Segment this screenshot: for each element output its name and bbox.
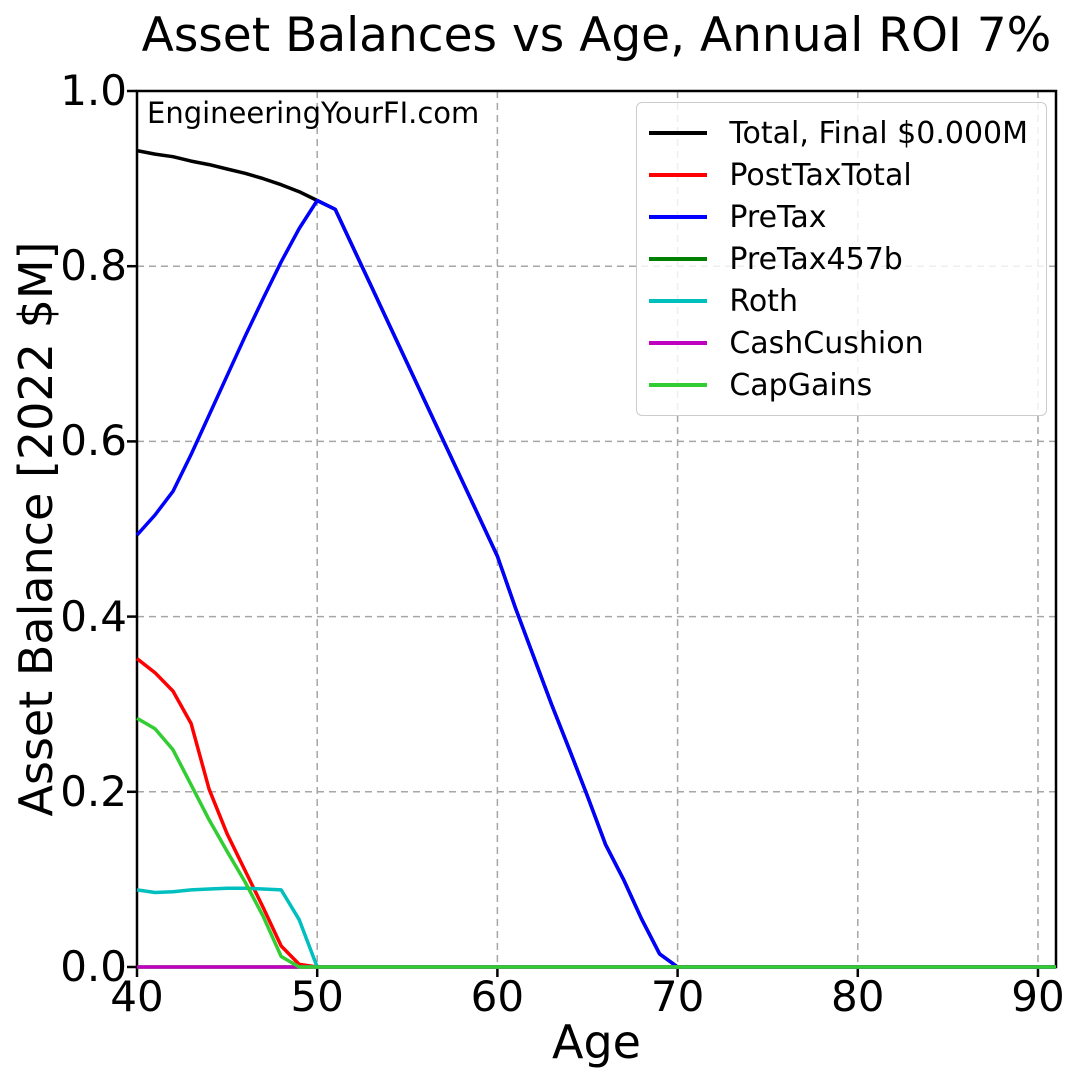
legend-label-PreTax457b: PreTax457b (729, 241, 903, 277)
chart-title: Asset Balances vs Age, Annual ROI 7% (141, 8, 1052, 63)
y-tick-label-0.2: 0.2 (60, 766, 127, 816)
legend-row-Total: Total, Final $0.000M (649, 112, 1028, 154)
watermark-text: EngineeringYourFI.com (147, 96, 480, 130)
series-line-CapGains (136, 716, 1056, 969)
series-line-Roth (136, 886, 1056, 969)
y-tick-label-0.4: 0.4 (60, 591, 127, 641)
x-axis-label: Age (552, 1015, 641, 1069)
legend-label-PostTaxTotal: PostTaxTotal (729, 157, 912, 193)
legend-row-CapGains: CapGains (649, 364, 1028, 406)
series-line-PostTaxTotal (135, 657, 1056, 969)
x-tick-label-90: 90 (1011, 972, 1065, 1021)
legend-swatch-Roth (649, 298, 708, 304)
legend-box: Total, Final $0.000M PostTaxTotal PreTax Pr… (636, 102, 1047, 416)
legend-row-PreTax: PreTax (649, 196, 1028, 238)
legend-label-PreTax: PreTax (729, 199, 827, 235)
legend-row-PostTaxTotal: PostTaxTotal (649, 154, 1028, 196)
legend-row-PreTax457b: PreTax457b (649, 238, 1028, 280)
series-lines (135, 148, 1056, 969)
y-tick-label-0.8: 0.8 (60, 241, 127, 291)
legend-row-CashCushion: CashCushion (649, 322, 1028, 364)
x-tick-label-80: 80 (831, 972, 885, 1021)
y-axis-label: Asset Balance [2022 $M] (9, 241, 63, 817)
x-tick-label-40: 40 (110, 972, 164, 1021)
legend-label-CashCushion: CashCushion (729, 325, 924, 361)
y-tick-label-1.0: 1.0 (60, 66, 127, 115)
legend-swatch-CapGains (649, 382, 708, 388)
x-tick-label-70: 70 (650, 972, 705, 1021)
legend-swatch-Total (649, 130, 708, 136)
legend-swatch-CashCushion (649, 340, 708, 346)
legend-label-CapGains: CapGains (729, 367, 873, 403)
y-tick-label-0.6: 0.6 (60, 416, 127, 466)
y-tick-label-0.0: 0.0 (60, 942, 127, 991)
legend-row-Roth: Roth (649, 280, 1028, 322)
legend-swatch-PreTax457b (649, 256, 708, 262)
legend-label-Roth: Roth (729, 283, 798, 319)
x-tick-label-60: 60 (470, 972, 525, 1021)
legend-label-Total: Total, Final $0.000M (729, 115, 1028, 151)
x-tick-label-50: 50 (290, 972, 344, 1021)
legend-swatch-PostTaxTotal (649, 172, 708, 178)
legend-swatch-PreTax (649, 214, 708, 220)
